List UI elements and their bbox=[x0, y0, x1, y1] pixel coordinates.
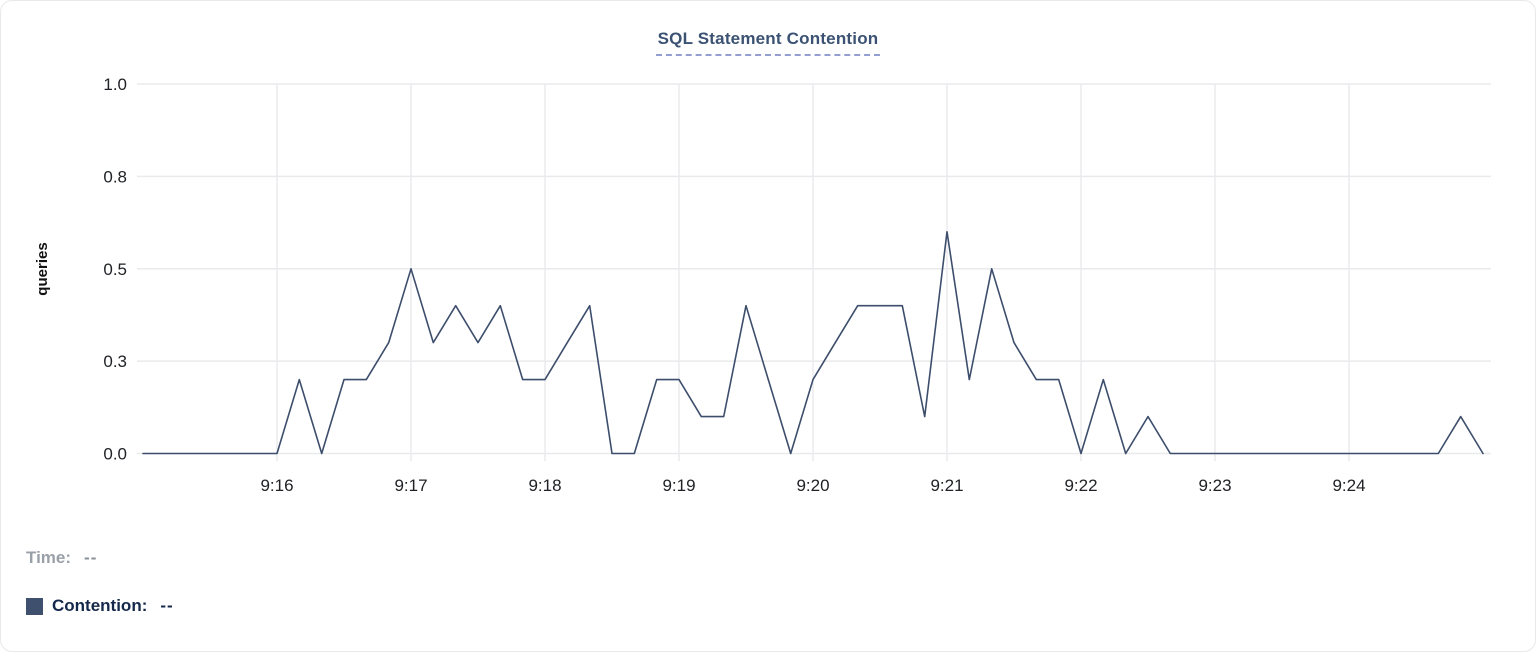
y-tick-label: 1.0 bbox=[103, 75, 127, 94]
y-tick-label: 0.3 bbox=[103, 352, 127, 371]
chart-header: SQL Statement Contention bbox=[1, 29, 1535, 56]
x-tick-label: 9:23 bbox=[1198, 476, 1231, 495]
y-tick-label: 0.8 bbox=[103, 167, 127, 186]
chart-title[interactable]: SQL Statement Contention bbox=[655, 29, 881, 56]
x-tick-label: 9:19 bbox=[662, 476, 695, 495]
x-tick-label: 9:17 bbox=[394, 476, 427, 495]
x-tick-label: 9:16 bbox=[260, 476, 293, 495]
y-tick-label: 0.0 bbox=[103, 445, 127, 464]
x-tick-label: 9:21 bbox=[930, 476, 963, 495]
legend-time-value: -- bbox=[84, 548, 98, 567]
y-tick-label: 0.5 bbox=[103, 260, 127, 279]
legend-contention-label: Contention: bbox=[52, 596, 148, 615]
legend-time-label: Time: bbox=[26, 548, 72, 567]
y-axis-title: queries bbox=[34, 242, 51, 295]
x-tick-label: 9:24 bbox=[1332, 476, 1365, 495]
x-tick-label: 9:20 bbox=[796, 476, 829, 495]
contention-series-swatch bbox=[26, 597, 43, 615]
x-tick-label: 9:18 bbox=[528, 476, 561, 495]
legend-time-row: Time: -- bbox=[26, 548, 97, 568]
x-tick-label: 9:22 bbox=[1064, 476, 1097, 495]
plot-area[interactable] bbox=[143, 84, 1483, 454]
legend-contention-value: -- bbox=[160, 596, 174, 615]
contention-line bbox=[142, 231, 1484, 455]
legend-contention-row: Contention: -- bbox=[26, 596, 174, 616]
